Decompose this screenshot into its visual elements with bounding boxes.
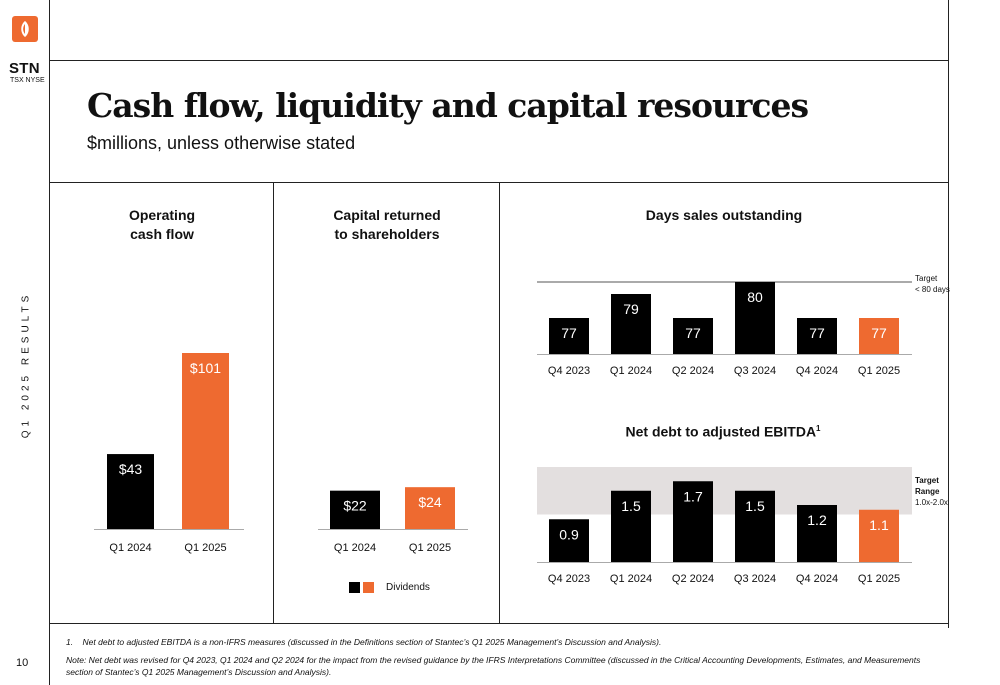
- page-title: Cash flow, liquidity and capital resourc…: [87, 86, 809, 125]
- dividends-legend: Dividends: [349, 582, 430, 593]
- tick-label-q3-2024: Q3 2024: [734, 365, 776, 377]
- target-label-1: Target: [915, 274, 938, 283]
- tick-label-q1-2024: Q1 2024: [610, 573, 652, 585]
- chart-title-net-debt-ebitda: Net debt to adjusted EBITDA1: [625, 423, 821, 440]
- data-label-q1-2025: 1.1: [869, 517, 889, 533]
- footnote-note: Note: Net debt was revised for Q4 2023, …: [66, 655, 921, 677]
- tick-label-q3-2024: Q3 2024: [734, 573, 776, 585]
- bar-q4-2023: [549, 318, 589, 354]
- page-subtitle: $millions, unless otherwise stated: [87, 133, 356, 153]
- data-label-q3-2024: 80: [747, 289, 763, 305]
- target-range-label-2: Range: [915, 487, 940, 496]
- tick-label-q1-2025: Q1 2025: [184, 542, 226, 554]
- bar-q1-2024: [611, 490, 651, 562]
- target-range-band: [537, 467, 912, 515]
- tick-label-q1-2025: Q1 2025: [858, 365, 900, 377]
- header-top-rule: [49, 60, 949, 61]
- chart-title-operating-cash-flow: Operating cash flow: [128, 207, 196, 242]
- bar-q1-2025: [405, 487, 455, 529]
- bar-q1-2025: [859, 318, 899, 354]
- bar-q4-2024: [797, 505, 837, 562]
- left-frame-line: [49, 0, 50, 685]
- bar-q3-2024: [735, 490, 775, 562]
- right-frame-line: [948, 0, 949, 628]
- content-bottom-rule: [49, 623, 949, 624]
- tick-label-q1-2025: Q1 2025: [858, 573, 900, 585]
- legend-swatch-q1-2025: [363, 582, 374, 593]
- legend-label: Dividends: [386, 582, 430, 593]
- tick-label-q1-2024: Q1 2024: [334, 542, 376, 554]
- bar-q3-2024: [735, 282, 775, 354]
- net-debt-ebitda-chart: Target Range 1.0x-2.0x 0.9 Q4 2023 1.5 Q1 2024…: [537, 467, 948, 585]
- bar-q1-2024: [611, 294, 651, 354]
- data-label-q2-2024: 1.7: [683, 488, 703, 504]
- target-label-2: < 80 days: [915, 285, 950, 294]
- data-label-q1-2025: $101: [190, 360, 221, 376]
- bar-q1-2025: [859, 509, 899, 562]
- ticker-symbol: STN: [9, 60, 40, 77]
- days-sales-outstanding-chart: Target < 80 days 77 Q4 2023 79 Q1 2024 77 Q2 20…: [537, 274, 950, 377]
- data-label-q1-2024: 1.5: [621, 498, 641, 514]
- chart-title-days-sales-outstanding: Days sales outstanding: [645, 207, 803, 223]
- tick-label-q2-2024: Q2 2024: [672, 365, 714, 377]
- data-label-q2-2024: 77: [685, 325, 701, 341]
- tick-label-q4-2023: Q4 2023: [548, 573, 590, 585]
- bar-q1-2024: [107, 454, 154, 529]
- data-label-q1-2024: $22: [343, 498, 367, 514]
- target-range-label-3: 1.0x-2.0x: [915, 498, 948, 507]
- page-number: 10: [16, 657, 29, 669]
- tick-label-q1-2024: Q1 2024: [610, 365, 652, 377]
- chart-title-capital-returned: Capital returned to shareholders: [333, 207, 441, 242]
- operating-cash-flow-chart: $43 Q1 2024 $101 Q1 2025: [94, 353, 244, 554]
- bar-q1-2025: [182, 353, 229, 529]
- stantec-logo-icon: [12, 16, 38, 42]
- tick-label-q1-2025: Q1 2025: [409, 542, 451, 554]
- exchange-label: TSX NYSE: [10, 77, 45, 84]
- data-label-q1-2025: 77: [871, 325, 887, 341]
- panel-divider-2: [499, 182, 500, 623]
- bar-q4-2024: [797, 318, 837, 354]
- data-label-q1-2024: $43: [119, 461, 143, 477]
- bar-q2-2024: [673, 481, 713, 562]
- data-label-q1-2025: $24: [418, 494, 442, 510]
- tick-label-q4-2023: Q4 2023: [548, 365, 590, 377]
- data-label-q4-2023: 77: [561, 325, 577, 341]
- panel-divider-1: [273, 182, 274, 623]
- target-range-label-1: Target: [915, 476, 939, 485]
- data-label-q4-2023: 0.9: [559, 526, 579, 542]
- bar-q1-2024: [330, 490, 380, 529]
- data-label-q4-2024: 1.2: [807, 512, 827, 528]
- tick-label-q2-2024: Q2 2024: [672, 573, 714, 585]
- data-label-q4-2024: 77: [809, 325, 825, 341]
- data-label-q1-2024: 79: [623, 301, 639, 317]
- capital-returned-chart: $22 Q1 2024 $24 Q1 2025: [318, 487, 468, 554]
- legend-swatch-q1-2024: [349, 582, 360, 593]
- tick-label-q1-2024: Q1 2024: [109, 542, 151, 554]
- bar-q2-2024: [673, 318, 713, 354]
- footnote-1: 1. Net debt to adjusted EBITDA is a non-…: [66, 637, 662, 647]
- tick-label-q4-2024: Q4 2024: [796, 573, 838, 585]
- tick-label-q4-2024: Q4 2024: [796, 365, 838, 377]
- bar-q4-2023: [549, 519, 589, 562]
- data-label-q3-2024: 1.5: [745, 498, 765, 514]
